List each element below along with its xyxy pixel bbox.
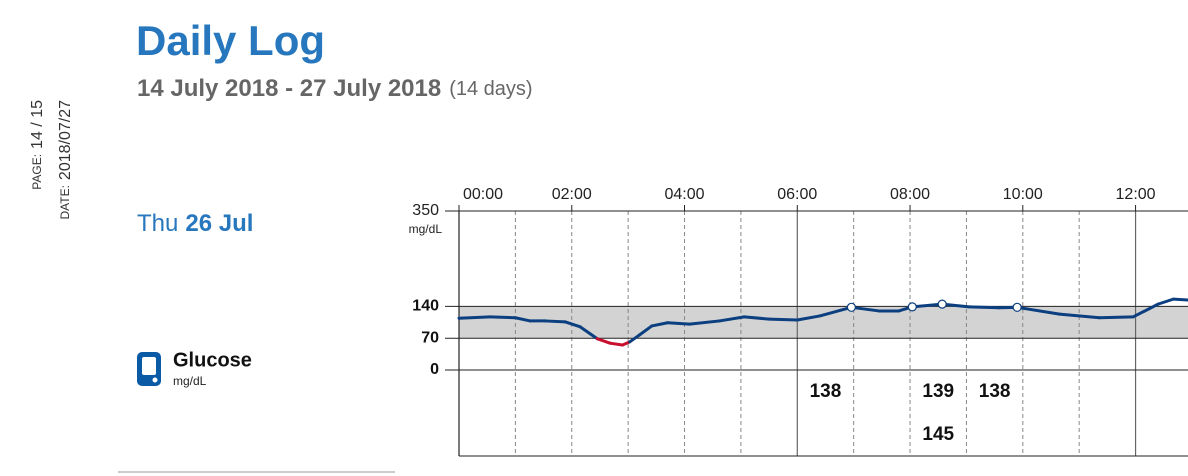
glucose-line	[488, 315, 517, 320]
legend: Glucose mg/dL	[137, 349, 252, 388]
glucose-line	[628, 333, 641, 344]
glucose-line	[688, 319, 721, 326]
date-label: DATE:	[58, 185, 72, 219]
glucose-line	[563, 320, 582, 329]
reading-value: 139	[922, 381, 954, 402]
glucose-line	[1097, 315, 1135, 320]
print-date: DATE: 2018/07/27	[57, 100, 74, 220]
legend-unit: mg/dL	[173, 374, 207, 388]
reading-marker	[937, 299, 947, 309]
reading-marker	[907, 302, 917, 312]
y-tick-label: 70	[421, 329, 439, 346]
page-label: PAGE:	[30, 154, 44, 190]
page-value: 14 / 15	[29, 100, 46, 149]
y-tick-label: 350	[412, 202, 439, 219]
meter-button	[152, 377, 158, 383]
glucose-line	[1015, 305, 1061, 316]
glucose-line	[767, 317, 799, 322]
x-tick-label: 00:00	[463, 186, 503, 203]
reading-marker	[1012, 302, 1022, 312]
glucose-line	[910, 302, 944, 309]
reading-value: 145	[922, 424, 954, 445]
glucose-line	[457, 315, 492, 320]
glucose-line	[967, 305, 1001, 310]
duration: (14 days)	[449, 78, 532, 100]
glucose-line	[637, 324, 654, 337]
report-subtitle: 14 July 2018 - 27 July 2018 (14 days)	[137, 75, 533, 102]
glucose-line	[1171, 297, 1188, 302]
weekday: Thu	[137, 210, 178, 237]
report-title: Daily Log	[136, 17, 325, 64]
y-tick-label: 140	[412, 298, 439, 315]
reading-value: 138	[810, 381, 842, 402]
x-tick-label: 06:00	[777, 186, 817, 203]
date-range: 14 July 2018 - 27 July 2018	[137, 75, 441, 102]
chart: 00:00 02:00 04:00 06:00 08:00 10:00 12:00 0 70 14…	[409, 186, 1188, 457]
date-value: 2018/07/27	[57, 100, 74, 180]
glucose-line	[578, 325, 599, 341]
glucose-line	[849, 305, 881, 313]
glucose-line	[818, 305, 853, 318]
x-tick-label: 12:00	[1116, 186, 1156, 203]
y-unit: mg/dL	[409, 222, 443, 236]
glucose-line	[1131, 302, 1160, 319]
glucose-line	[742, 315, 771, 321]
reading-value: 138	[979, 381, 1011, 402]
page-number: PAGE: 14 / 15	[29, 100, 46, 190]
x-tick-label: 10:00	[1003, 186, 1043, 203]
glucose-line	[595, 337, 612, 345]
glucose-line	[650, 321, 670, 328]
glucose-line	[1057, 312, 1101, 320]
reading-marker	[846, 302, 857, 312]
y-tick-label: 0	[430, 361, 439, 378]
x-tick-label: 04:00	[664, 186, 704, 203]
glucose-line	[543, 319, 567, 324]
day-date: 26 Jul	[185, 210, 253, 237]
day-label: Thu 26 Jul	[137, 210, 253, 237]
target-range	[459, 306, 1188, 339]
glucose-line	[1156, 297, 1175, 306]
glucose-line	[666, 321, 692, 326]
glucose-line	[717, 315, 746, 323]
legend-name: Glucose	[173, 349, 252, 371]
glucose-line	[608, 341, 625, 347]
meter-screen	[142, 357, 156, 375]
x-tick-label: 02:00	[552, 186, 592, 203]
glucose-line	[795, 314, 822, 322]
x-tick-label: 08:00	[890, 186, 930, 203]
glucose-line	[513, 316, 532, 323]
